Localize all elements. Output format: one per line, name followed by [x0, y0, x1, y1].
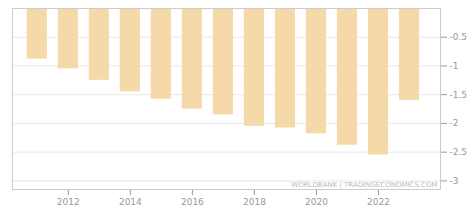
svg-text:WORLDBANK | TRADINGECONOMICS.C: WORLDBANK | TRADINGECONOMICS.COM	[291, 181, 437, 189]
svg-text:2020: 2020	[305, 197, 328, 207]
svg-text:-1: -1	[450, 61, 459, 71]
svg-text:2014: 2014	[119, 197, 142, 207]
svg-text:-1.5: -1.5	[450, 90, 468, 100]
svg-text:-3: -3	[450, 176, 459, 186]
svg-text:2022: 2022	[367, 197, 390, 207]
svg-text:-2.5: -2.5	[450, 147, 468, 157]
svg-text:2018: 2018	[243, 197, 266, 207]
svg-text:-2: -2	[450, 118, 459, 128]
svg-text:-0.5: -0.5	[450, 32, 468, 42]
svg-text:2016: 2016	[181, 197, 204, 207]
svg-text:2012: 2012	[57, 197, 80, 207]
